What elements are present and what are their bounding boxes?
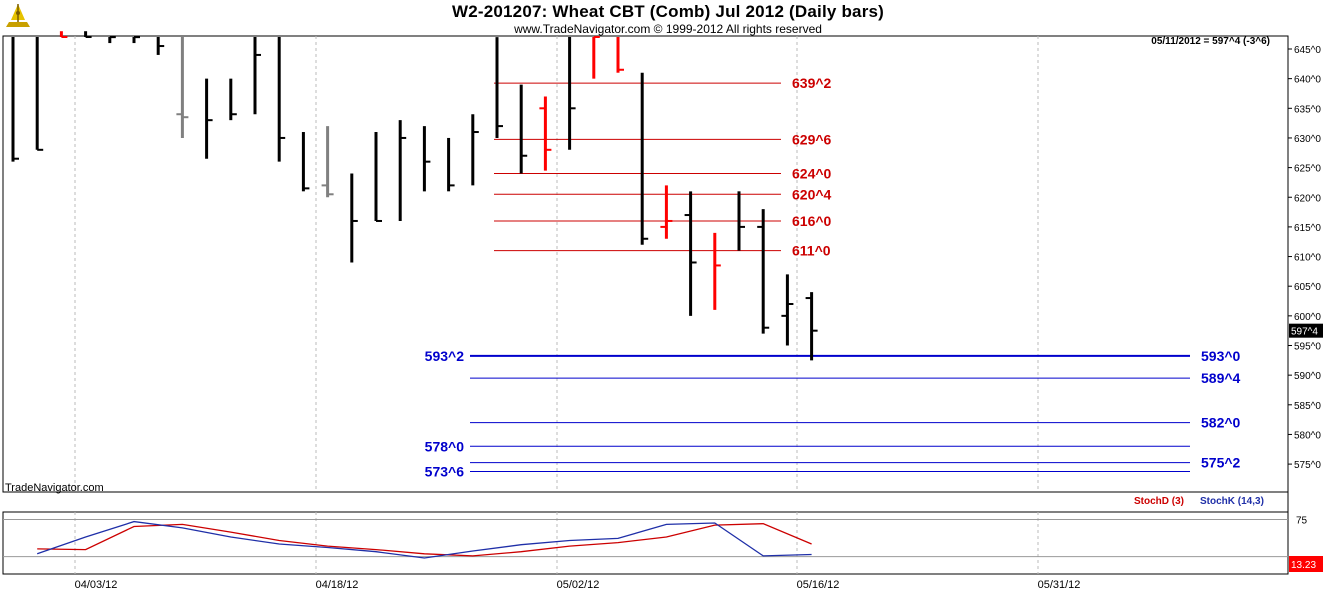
y-tick-label: 585^0 — [1294, 401, 1321, 412]
annotation-label: 620^4 — [792, 186, 832, 202]
stoch-d-label: StochD (3) — [1134, 496, 1184, 507]
annotation-label: 593^0 — [1201, 348, 1241, 364]
y-tick-label: 645^0 — [1294, 45, 1321, 56]
annotation-label: 593^2 — [425, 348, 465, 364]
annotation-label: 578^0 — [425, 438, 465, 454]
x-tick-label: 05/02/12 — [557, 579, 600, 591]
annotation-label: 629^6 — [792, 131, 832, 147]
chart-title: W2-201207: Wheat CBT (Comb) Jul 2012 (Da… — [451, 2, 885, 21]
y-tick-label: 640^0 — [1294, 75, 1321, 86]
last-price-tag — [1289, 323, 1323, 338]
y-tick-label: 595^0 — [1294, 342, 1321, 353]
y-tick-label: 625^0 — [1294, 164, 1321, 175]
y-tick-label: 575^0 — [1294, 460, 1321, 471]
y-tick-label: 610^0 — [1294, 253, 1321, 264]
stoch-k-line — [36, 520, 812, 559]
price-panel-frame — [2, 35, 1289, 493]
y-tick-label: 580^0 — [1294, 430, 1321, 441]
y-tick-label: 620^0 — [1294, 193, 1321, 204]
stoch-d-line — [37, 523, 812, 557]
x-tick-label: 05/16/12 — [797, 579, 840, 591]
annotation-label: 575^2 — [1201, 455, 1241, 471]
x-tick-label: 05/31/12 — [1038, 579, 1081, 591]
annotation-label: 589^4 — [1201, 370, 1241, 386]
stoch-value-tag — [1289, 556, 1323, 572]
annotation-label: 611^0 — [792, 243, 831, 259]
stoch-k-label: StochK (14,3) — [1200, 496, 1264, 507]
stoch-y-tick-label: 75 — [1296, 516, 1308, 527]
stoch-panel-frame — [2, 511, 1289, 575]
last-price-info: 05/11/2012 = 597^4 (-3^6) — [1151, 36, 1270, 47]
y-tick-label: 615^0 — [1294, 223, 1321, 234]
y-tick-label: 600^0 — [1294, 312, 1321, 323]
tradenavigator-logo-icon — [6, 4, 30, 27]
y-tick-label: 630^0 — [1294, 134, 1321, 145]
stoch-value-tag-label: 13.23 — [1291, 560, 1316, 571]
annotation-label: 616^0 — [792, 213, 832, 229]
copyright-text: www.TradeNavigator.com © 1999-2012 All r… — [514, 22, 822, 36]
annotation-label: 582^0 — [1201, 415, 1241, 431]
x-tick-label: 04/03/12 — [75, 579, 118, 591]
x-tick-label: 04/18/12 — [316, 579, 359, 591]
brand-label: TradeNavigator.com — [5, 482, 104, 494]
y-tick-label: 605^0 — [1294, 282, 1321, 293]
y-tick-label: 590^0 — [1294, 371, 1321, 382]
annotation-label: 573^6 — [425, 464, 465, 480]
annotation-label: 624^0 — [792, 166, 832, 182]
last-price-tag-label: 597^4 — [1291, 327, 1318, 338]
annotation-label: 639^2 — [792, 75, 832, 91]
y-tick-label: 635^0 — [1294, 104, 1321, 115]
